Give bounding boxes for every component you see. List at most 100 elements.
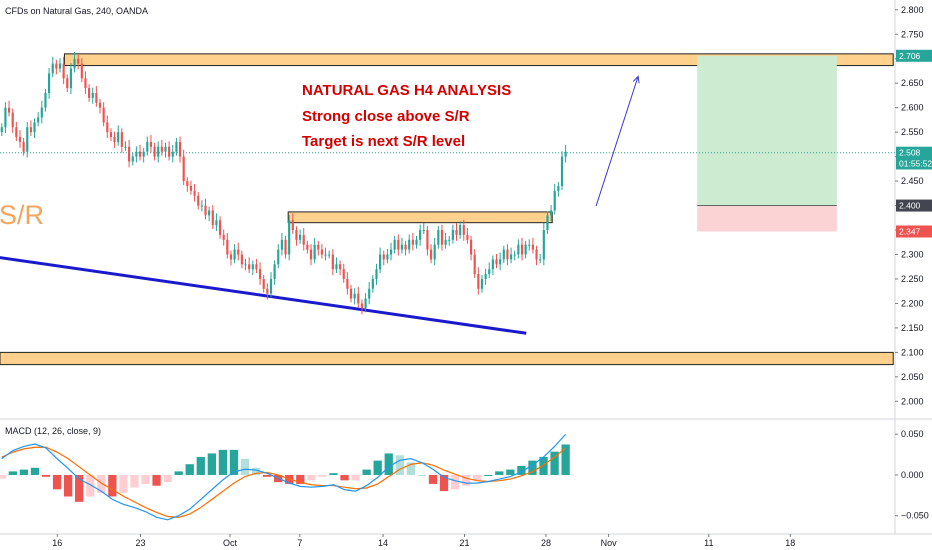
macd-histogram-bar <box>495 471 504 475</box>
macd-histogram-bar <box>450 474 460 490</box>
candle-body <box>18 137 22 142</box>
price-label-bg <box>896 49 932 62</box>
candle-body <box>357 293 360 304</box>
annotation-line-1: NATURAL GAS H4 ANALYSIS <box>302 82 511 99</box>
sr-zones <box>0 53 894 366</box>
candle-body <box>488 269 491 275</box>
y-tick-label: 2.200 <box>901 298 924 308</box>
candle-body <box>0 127 3 133</box>
projection-arrow-head <box>632 75 640 84</box>
macd-histogram-bar <box>550 451 559 475</box>
candle-body <box>160 146 163 152</box>
macd-histogram-bar <box>417 474 427 476</box>
price-label-bg <box>896 225 932 238</box>
macd-histogram-bar <box>517 466 526 475</box>
sr-zone[interactable] <box>0 351 894 366</box>
candle-body <box>251 264 254 270</box>
sr-zone[interactable] <box>287 211 553 224</box>
long-position-zone <box>697 55 837 232</box>
candle-body <box>149 141 153 147</box>
candle-body <box>371 278 374 289</box>
candle-body <box>186 181 189 186</box>
macd-histogram-bar <box>19 469 29 475</box>
macd-line[interactable] <box>1 433 567 521</box>
macd-histogram-bar <box>561 444 570 475</box>
stop-zone[interactable] <box>697 205 837 232</box>
macd-histogram-bar <box>307 474 316 481</box>
candle-body <box>269 278 273 294</box>
y-tick-label: 2.000 <box>901 396 924 406</box>
price-label: 2.508 <box>899 148 921 158</box>
candle-body <box>226 239 229 255</box>
candle-body <box>211 210 214 226</box>
macd-histogram-bar <box>41 474 51 477</box>
sr-zone[interactable] <box>63 53 894 67</box>
projection-arrow[interactable] <box>595 76 639 207</box>
annotation-line-3: Target is next S/R level <box>302 133 465 150</box>
y-tick-label: 2.300 <box>901 249 924 259</box>
candle-body <box>117 132 120 142</box>
grid <box>0 0 932 535</box>
candle-body <box>422 230 425 232</box>
candle-body <box>364 298 367 309</box>
macd-histogram-bar <box>0 474 6 479</box>
candle-body <box>138 151 142 157</box>
macd-histogram-bar <box>484 474 493 476</box>
analysis-annotation[interactable]: NATURAL GAS H4 ANALYSIS Strong close abo… <box>302 82 511 150</box>
candle-body <box>7 107 11 113</box>
candle-body <box>15 127 18 138</box>
candle-body <box>339 264 342 270</box>
candle-body <box>131 156 134 162</box>
candle-body <box>258 269 262 279</box>
symbol-title: CFDs on Natural Gas, 240, OANDA <box>5 6 148 16</box>
price-label: 2.706 <box>899 51 921 61</box>
macd-histogram-bar <box>240 458 250 475</box>
x-tick-label: 21 <box>459 538 469 548</box>
macd-histogram-bar <box>528 460 537 475</box>
candle-body <box>477 274 480 289</box>
macd-histogram-bar <box>373 460 382 475</box>
macd-histogram-bar <box>152 474 161 486</box>
y-tick-label: 2.750 <box>901 29 924 39</box>
candle-body <box>379 254 382 270</box>
y-tick-label: 2.800 <box>901 5 924 15</box>
sr-label[interactable]: S/R <box>0 200 44 230</box>
candle-body <box>171 151 174 157</box>
candle-body <box>262 278 265 289</box>
trendline[interactable] <box>0 256 527 335</box>
candle-body <box>499 259 502 265</box>
macd-histogram-bar <box>362 469 371 475</box>
candle-body <box>455 230 458 235</box>
y-tick-label: 2.600 <box>901 103 924 113</box>
macd-histogram-bar <box>119 474 128 493</box>
candle-body <box>524 244 527 255</box>
macd-histogram-bar <box>384 453 393 475</box>
candle-body <box>506 249 509 260</box>
macd-histogram-bar <box>97 474 106 493</box>
candle-body <box>33 122 36 133</box>
macd-histogram-bar <box>351 474 360 481</box>
candle-body <box>462 225 465 235</box>
x-tick-label: 14 <box>378 538 388 548</box>
target-zone[interactable] <box>697 55 837 206</box>
candle-body <box>248 264 251 270</box>
candle-body <box>495 259 498 265</box>
signal-line[interactable] <box>1 446 567 518</box>
candle-body <box>233 249 236 260</box>
candle-body <box>51 63 54 74</box>
price-label: 2.400 <box>899 201 921 211</box>
macd-histogram-bar <box>52 474 62 490</box>
x-tick-label: Oct <box>223 538 238 548</box>
macd-pane <box>0 433 570 521</box>
candle-body <box>80 63 83 79</box>
y-tick-label: 2.550 <box>901 127 924 137</box>
candle-body <box>168 146 171 157</box>
candle-body <box>135 151 138 157</box>
candle-body <box>429 249 433 260</box>
candle-body <box>164 146 167 152</box>
candle-body <box>266 288 269 294</box>
x-tick-label: 7 <box>297 538 302 548</box>
candle-body <box>58 63 62 69</box>
candle-body <box>11 112 14 128</box>
